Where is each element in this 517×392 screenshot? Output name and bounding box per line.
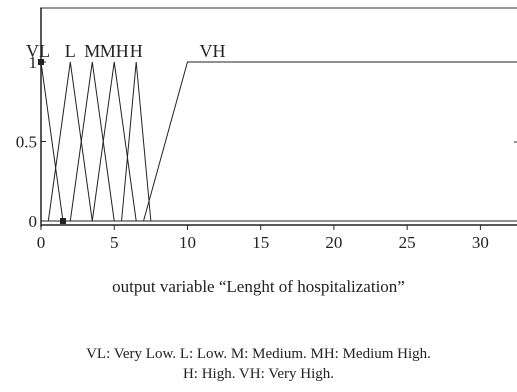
x-tick-label: 20 [325,233,342,252]
x-axis-label: output variable “Lenght of hospitalizati… [112,277,405,296]
mf-label-mh: MH [100,41,129,61]
membership-functions [40,61,517,222]
mf-line-h [121,61,152,222]
legend-caption: VL: Very Low. L: Low. M: Medium. MH: Med… [0,344,517,384]
point-marker [38,59,44,65]
y-ticks: 00.51 [16,53,46,231]
caption-line-2: H: High. VH: Very High. [182,366,335,382]
mf-line-m [69,61,115,222]
y-tick-label: 0 [29,212,38,231]
mf-line-vh [143,61,517,222]
mf-label-m: M [84,41,100,61]
x-tick-label: 10 [179,233,196,252]
x-tick-label: 25 [399,233,416,252]
x-tick-label: 15 [252,233,269,252]
x-ticks: 0 5 10 15 20 25 30 [37,225,489,252]
x-tick-label: 30 [472,233,489,252]
mf-label-vl: VL [26,41,50,61]
x-tick-label: 0 [37,233,46,252]
point-marker [59,218,66,224]
mf-line-mh [91,61,137,222]
markers [38,59,66,224]
y-tick-label: 1 [29,53,38,72]
x-tick-label: 5 [110,233,119,252]
y-tick-label: 0.5 [16,133,37,152]
mf-label-h: H [130,41,143,61]
mf-label-vh: VH [199,41,225,61]
membership-function-plot: 00.51 0 5 10 15 20 25 30 VL L M MH H VH [16,7,517,252]
caption-line-1: VL: Very Low. L: Low. M: Medium. MH: Med… [86,346,431,362]
mf-line-l [47,61,93,222]
membership-labels: VL L M MH H VH [26,41,225,61]
mf-label-l: L [65,41,76,61]
